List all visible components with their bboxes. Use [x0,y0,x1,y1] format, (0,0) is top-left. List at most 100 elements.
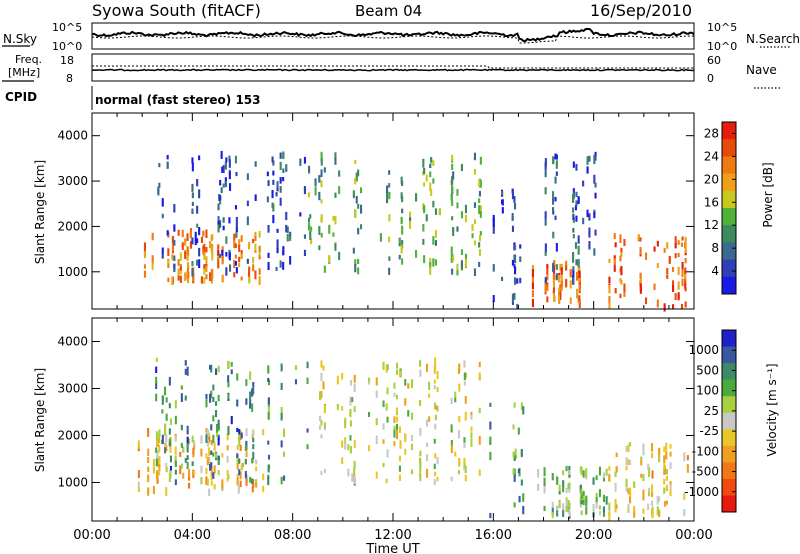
power-cell [479,231,482,236]
velocity-cell [580,488,583,497]
power-cell [210,245,213,253]
velocity-cell [647,463,650,471]
velocity-cell [568,470,571,475]
velocity-cell [353,440,356,448]
power-cell [471,224,474,232]
power-cell [608,258,611,264]
power-cell [323,167,326,173]
velocity-cell [565,465,568,472]
nsky-label: N.Sky [3,32,37,46]
power-cell [452,171,455,180]
velocity-cell [217,455,220,460]
velocity-cell [158,439,161,444]
velocity-cell [249,400,252,409]
power-x-ticks [91,113,695,309]
velocity-cell [580,510,583,515]
velocity-cell [165,487,168,496]
velocity-cell [686,455,689,461]
velocity-cell [434,471,437,477]
velocity-panel: 1000 2000 3000 4000 00:00 04:00 08:00 12:00 16:… [33,317,779,554]
power-cell [619,255,622,262]
velocity-cell [464,411,467,421]
power-cell [677,266,680,275]
power-cell [205,266,208,272]
velocity-cell [262,485,265,493]
power-cell [572,227,575,233]
power-cell [161,251,164,259]
velocity-cell [512,424,515,430]
power-cell [680,242,683,247]
power-cell [191,267,194,277]
power-cell [158,182,161,188]
power-cell [196,205,199,214]
velocity-cell [210,472,213,481]
power-cell [473,268,476,276]
velocity-cell [568,473,571,478]
power-cell [478,205,481,215]
power-cell [228,217,231,224]
power-cell [552,197,555,205]
velocity-cell [647,503,650,511]
power-cell [167,263,170,268]
velocity-cell [642,443,645,448]
power-cell [220,150,223,159]
power-cell [189,240,192,249]
velocity-cell [180,385,183,390]
power-cell [666,242,669,249]
power-cell [357,258,360,264]
power-cell [565,264,568,271]
power-cell [289,256,292,265]
velocity-cell [347,468,350,477]
velocity-cell [217,365,220,373]
velocity-cell [407,410,410,417]
power-cell [645,297,648,305]
power-cell [196,223,199,228]
power-cell [623,239,626,246]
velocity-cell [217,437,220,446]
colorbar-frame [721,329,737,513]
power-cell [684,236,687,245]
power-cell [240,276,243,281]
velocity-cell [457,429,460,439]
velocity-cell [174,435,177,442]
velocity-cell [267,476,270,486]
power-cell [267,252,270,258]
power-cell [246,258,249,264]
velocity-cell [614,482,617,492]
power-cell [303,156,306,164]
velocity-cell [433,463,436,470]
power-cell [460,260,463,267]
power-cell [238,244,241,252]
velocity-cell [457,469,460,475]
power-cell [386,196,389,204]
velocity-cell [165,434,168,443]
velocity-cell [651,470,654,479]
power-cell [235,227,238,233]
velocity-cell [436,477,439,482]
velocity-cell [283,451,286,457]
power-cell [258,276,261,285]
velocity-cell [164,447,167,454]
power-cell [210,275,213,282]
velocity-cell [216,429,219,437]
velocity-cell [411,379,414,388]
power-cell [572,194,575,203]
velocity-cell [393,425,396,431]
colorbar-swatch [722,173,736,192]
power-cell [221,249,224,256]
velocity-cell [252,382,255,387]
velocity-cell [152,486,155,495]
velocity-cell [614,506,617,513]
velocity-cell [158,456,161,464]
power-cell [663,303,666,312]
power-cell [516,278,519,284]
velocity-cell [221,453,224,458]
velocity-cell [182,472,185,479]
velocity-cell [543,488,546,494]
power-cell [684,267,687,275]
power-cell [272,179,275,185]
colorbar-swatch [722,122,736,140]
power-cell [572,266,575,271]
power-cell [282,168,285,173]
velocity-cell [267,412,270,420]
